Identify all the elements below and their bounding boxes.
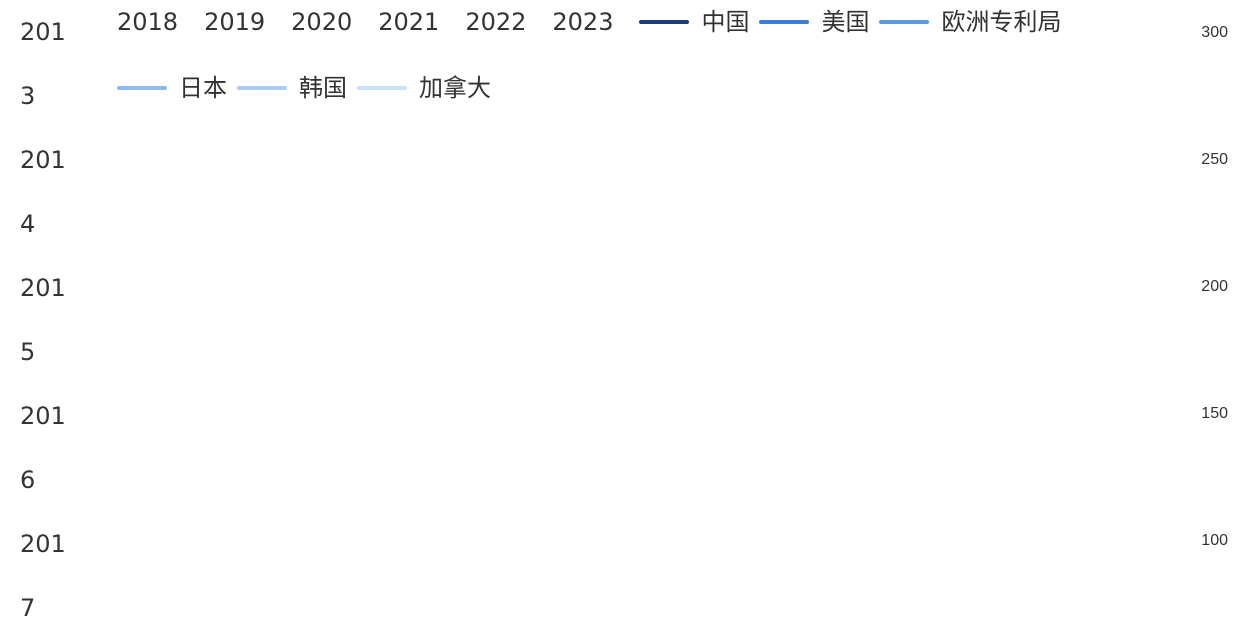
x-tick-label: 2019 xyxy=(204,8,266,36)
right-axis: 100 150 200 250 300 xyxy=(1201,24,1228,549)
x-tick-label: 2016 xyxy=(20,402,66,494)
x-tick-label: 2014 xyxy=(20,146,66,238)
legend-swatch xyxy=(879,20,930,24)
legend-swatch xyxy=(639,20,690,24)
top-flow: 2018 2019 2020 2021 2022 2023 中国 美国 欧洲专利局日本 韩国 加拿大 xyxy=(117,0,1097,110)
legend-item: 美国 xyxy=(759,0,869,44)
legend-item: 韩国 xyxy=(237,66,347,110)
x-tick-label: 2021 xyxy=(378,8,440,36)
legend-swatch xyxy=(117,86,167,90)
legend-label: 中国 xyxy=(701,8,750,36)
y-tick-label: 150 xyxy=(1201,405,1228,422)
y-tick-label: 250 xyxy=(1201,151,1228,168)
legend-label: 加拿大 xyxy=(419,74,491,102)
x-tick-label: 2013 xyxy=(20,18,66,110)
legend-item: 中国 xyxy=(639,0,749,44)
legend-label: 日本 xyxy=(179,74,227,102)
legend-swatch xyxy=(759,20,810,24)
y-tick-label: 100 xyxy=(1201,532,1228,549)
x-tick-label: 2015 xyxy=(20,274,66,366)
x-tick-label: 2020 xyxy=(291,8,353,36)
x-tick-label: 2022 xyxy=(465,8,527,36)
legend-item: 加拿大 xyxy=(357,66,491,110)
x-tick-label: 2018 xyxy=(117,8,179,36)
legend-item: 欧洲专利局 xyxy=(879,0,1061,44)
x-tick-label: 2023 xyxy=(552,8,614,36)
y-tick-label: 200 xyxy=(1201,278,1228,295)
legend-item: 日本 xyxy=(117,66,227,110)
legend-label: 美国 xyxy=(821,8,870,36)
page: 2013 2014 2015 2016 2017 2018 2019 2020 2021 202… xyxy=(20,0,1229,622)
legend-label: 欧洲专利局 xyxy=(941,8,1062,36)
y-tick-label: 300 xyxy=(1201,24,1228,41)
legend-swatch xyxy=(237,86,287,90)
legend-label: 韩国 xyxy=(299,74,347,102)
legend-swatch xyxy=(357,86,407,90)
